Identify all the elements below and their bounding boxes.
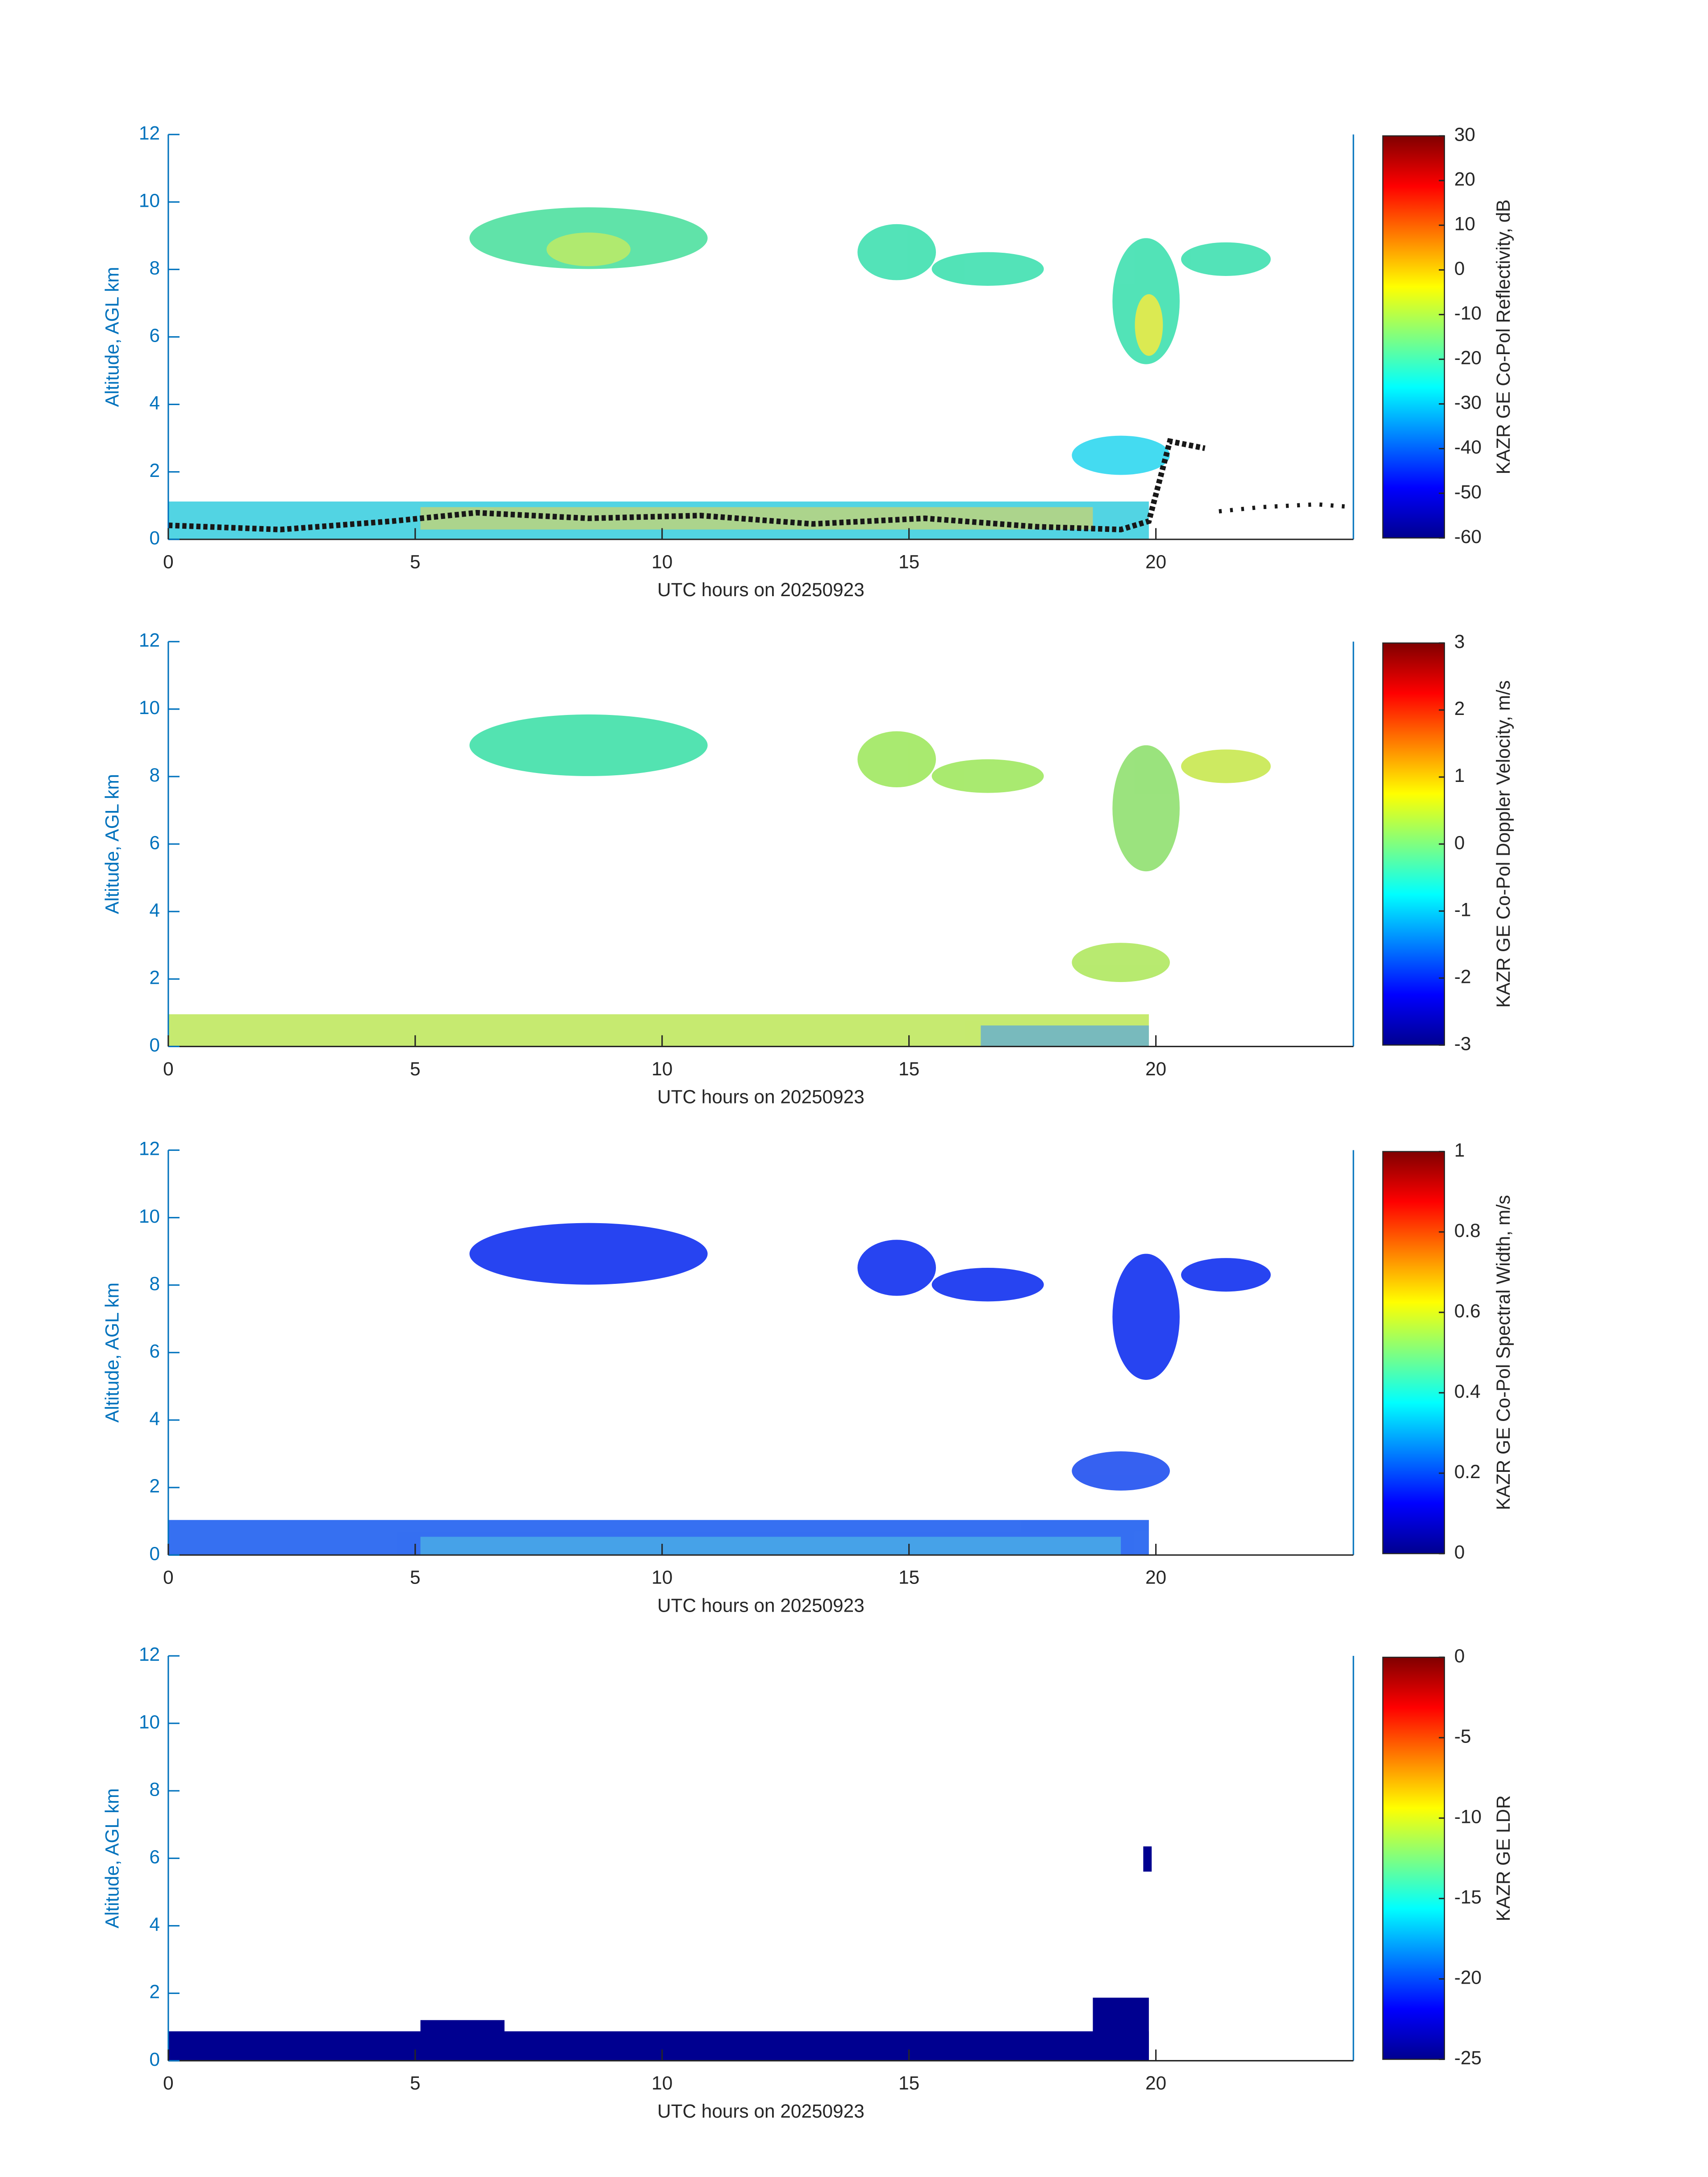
y-tick-label: 4	[150, 1914, 160, 1935]
y-axis-label: Altitude, AGL km	[102, 774, 123, 914]
y-tick-label: 0	[150, 1035, 160, 1056]
radar-field	[168, 1846, 1152, 2061]
x-tick-label: 10	[651, 551, 672, 572]
colorbar-tick-label: -25	[1454, 2047, 1482, 2068]
colorbar-tick-label: -10	[1454, 1806, 1482, 1827]
colorbar-tick-label: 0	[1454, 258, 1465, 279]
colorbar-tick-label: 10	[1454, 213, 1475, 234]
x-tick-label: 0	[163, 551, 174, 572]
y-tick-label: 6	[150, 832, 160, 853]
x-tick-label: 20	[1145, 1567, 1166, 1588]
y-tick-label: 2	[150, 967, 160, 988]
y-tick-label: 8	[150, 1273, 160, 1294]
colorbar-tick-label: -50	[1454, 481, 1482, 502]
x-tick-label: 5	[410, 551, 421, 572]
y-axis-label: Altitude, AGL km	[102, 1788, 123, 1928]
colorbar-label: KAZR GE Co-Pol Spectral Width, m/s	[1493, 1195, 1514, 1510]
y-tick-label: 12	[139, 122, 160, 143]
x-axis-label: UTC hours on 20250923	[657, 2101, 864, 2122]
y-tick-label: 0	[150, 2049, 160, 2070]
x-tick-label: 20	[1145, 551, 1166, 572]
colorbar-tick-label: 0.6	[1454, 1300, 1481, 1321]
colorbar-tick-label: 1	[1454, 1140, 1465, 1161]
x-tick-label: 15	[898, 1058, 919, 1079]
colorbar-label: KAZR GE Co-Pol Doppler Velocity, m/s	[1493, 680, 1514, 1007]
x-tick-label: 15	[898, 551, 919, 572]
x-tick-label: 20	[1145, 1058, 1166, 1079]
y-tick-label: 6	[150, 1341, 160, 1362]
x-tick-label: 5	[410, 2073, 421, 2093]
colorbar-tick-label: 1	[1454, 765, 1465, 786]
y-tick-label: 10	[139, 1711, 160, 1732]
colorbar-tick-label: 0.4	[1454, 1381, 1481, 1402]
y-tick-label: 12	[139, 630, 160, 651]
x-tick-label: 15	[898, 2073, 919, 2093]
y-tick-label: 10	[139, 697, 160, 718]
colorbar-tick-label: 0	[1454, 832, 1465, 853]
x-tick-label: 0	[163, 1567, 174, 1588]
y-tick-label: 6	[150, 1847, 160, 1868]
colorbar-tick-label: -10	[1454, 303, 1482, 324]
colorbar-tick-label: 20	[1454, 169, 1475, 190]
y-tick-label: 0	[150, 1543, 160, 1564]
x-axis-label: UTC hours on 20250923	[657, 1086, 864, 1107]
y-tick-label: 2	[150, 1981, 160, 2002]
colorbar-tick-label: -40	[1454, 437, 1482, 458]
colorbar-tick-label: -5	[1454, 1726, 1471, 1747]
colorbar	[1382, 642, 1445, 1046]
radar-field	[168, 207, 1354, 539]
y-tick-label: 8	[150, 1779, 160, 1800]
colorbar-tick-label: -20	[1454, 1967, 1482, 1988]
colorbar-tick-label: 2	[1454, 698, 1465, 719]
colorbar-tick-label: 0.2	[1454, 1461, 1481, 1482]
y-axis-label: Altitude, AGL km	[102, 267, 123, 407]
colorbar-label: KAZR GE LDR	[1493, 1795, 1514, 1921]
x-tick-label: 0	[163, 2073, 174, 2093]
y-tick-label: 12	[139, 1644, 160, 1665]
colorbar-tick-label: -20	[1454, 347, 1482, 368]
y-axis-label: Altitude, AGL km	[102, 1283, 123, 1423]
colorbar-tick-label: -60	[1454, 526, 1482, 547]
y-tick-label: 6	[150, 325, 160, 346]
y-tick-label: 4	[150, 1408, 160, 1429]
y-tick-label: 0	[150, 527, 160, 548]
y-tick-label: 12	[139, 1138, 160, 1159]
colorbar-tick-label: -1	[1454, 899, 1471, 920]
x-tick-label: 0	[163, 1058, 174, 1079]
colorbar	[1382, 135, 1445, 539]
colorbar-tick-label: -3	[1454, 1033, 1471, 1054]
x-tick-label: 5	[410, 1058, 421, 1079]
colorbar-tick-label: -15	[1454, 1887, 1482, 1908]
y-tick-label: 4	[150, 899, 160, 920]
y-tick-label: 10	[139, 190, 160, 211]
colorbar-tick-label: 0	[1454, 1542, 1465, 1563]
x-tick-label: 5	[410, 1567, 421, 1588]
colorbar-tick-label: -30	[1454, 392, 1482, 413]
x-tick-label: 10	[651, 1567, 672, 1588]
x-axis-label: UTC hours on 20250923	[657, 1595, 864, 1616]
x-tick-label: 15	[898, 1567, 919, 1588]
colorbar-label: KAZR GE Co-Pol Reflectivity, dB	[1493, 200, 1514, 475]
y-tick-label: 4	[150, 393, 160, 414]
radar-field	[168, 1223, 1271, 1555]
y-tick-label: 8	[150, 258, 160, 279]
colorbar-tick-label: 30	[1454, 124, 1475, 145]
radar-field	[168, 714, 1271, 1047]
colorbar	[1382, 1151, 1445, 1554]
colorbar-tick-label: -2	[1454, 966, 1471, 987]
colorbar-tick-label: 0.8	[1454, 1220, 1481, 1241]
colorbar	[1382, 1656, 1445, 2060]
x-tick-label: 20	[1145, 2073, 1166, 2093]
y-tick-label: 2	[150, 460, 160, 481]
x-tick-label: 10	[651, 2073, 672, 2093]
y-tick-label: 8	[150, 765, 160, 786]
x-tick-label: 10	[651, 1058, 672, 1079]
y-tick-label: 2	[150, 1475, 160, 1496]
x-axis-label: UTC hours on 20250923	[657, 579, 864, 600]
colorbar-tick-label: 0	[1454, 1645, 1465, 1666]
colorbar-tick-label: 3	[1454, 631, 1465, 652]
y-tick-label: 10	[139, 1206, 160, 1227]
